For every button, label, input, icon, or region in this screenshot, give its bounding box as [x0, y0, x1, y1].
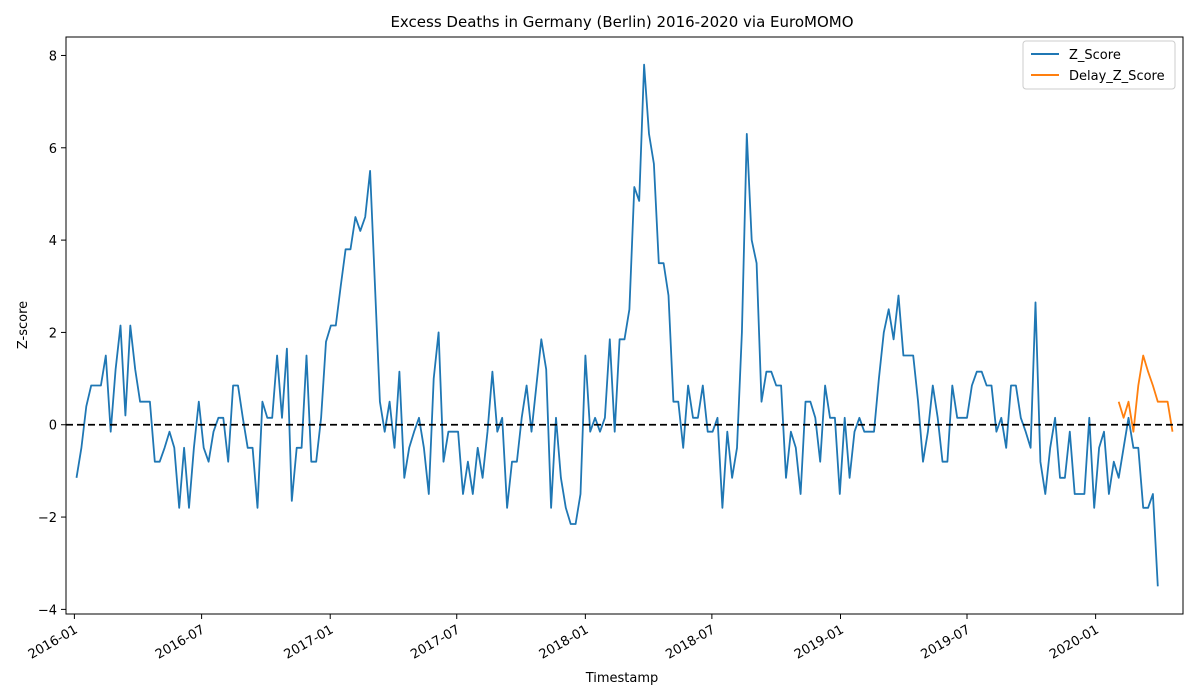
x-axis-title: Timestamp: [585, 671, 659, 686]
y-tick-label: 0: [49, 419, 57, 434]
legend-label-delay-z-score: Delay_Z_Score: [1069, 69, 1165, 84]
y-tick-label: −2: [38, 511, 57, 526]
legend-box: [1022, 40, 1176, 90]
series-line-z-score: [75, 63, 1159, 587]
y-tick-label: 8: [49, 49, 57, 64]
chart-title: Excess Deaths in Germany (Berlin) 2016-2…: [390, 13, 853, 31]
y-tick-label: 6: [49, 142, 57, 157]
y-axis: −4 −2 0 2 4 6 8: [38, 49, 66, 618]
y-tick-label: −4: [38, 603, 57, 618]
y-tick-label: 2: [49, 326, 57, 341]
legend: Z_Score Delay_Z_Score: [1022, 40, 1176, 90]
plot-frame: [65, 36, 1184, 615]
y-tick-label: 4: [49, 234, 57, 249]
series-line-delay-z-score: [1117, 354, 1174, 433]
legend-label-z-score: Z_Score: [1069, 48, 1121, 63]
y-axis-title: Z-score: [16, 301, 31, 349]
series-layer: [75, 63, 1174, 587]
